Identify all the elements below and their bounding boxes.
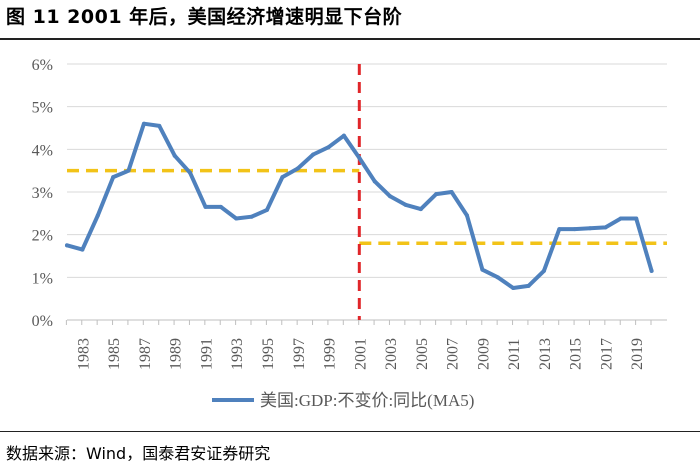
x-tick-label: 2005 bbox=[414, 338, 431, 370]
reference-lines bbox=[67, 64, 667, 320]
x-tick-label: 2017 bbox=[598, 338, 615, 370]
gdp-growth-chart: 0%1%2%3%4%5%6% 1983 1985 1987 1989 1991 1993 1… bbox=[32, 57, 667, 410]
y-tick-label: 0% bbox=[32, 313, 53, 330]
data-point[interactable] bbox=[111, 175, 116, 180]
data-point[interactable] bbox=[80, 247, 85, 252]
data-point[interactable] bbox=[618, 216, 623, 221]
data-point[interactable] bbox=[65, 243, 69, 248]
data-point[interactable] bbox=[141, 121, 146, 126]
x-tick-label: 1993 bbox=[229, 338, 246, 370]
data-point[interactable] bbox=[203, 204, 208, 209]
y-tick-label: 6% bbox=[32, 57, 53, 74]
data-point[interactable] bbox=[449, 190, 454, 194]
x-tick-label: 2003 bbox=[383, 338, 400, 370]
data-point[interactable] bbox=[572, 227, 577, 232]
x-axis: 1983 1985 1987 1989 1991 1993 1995 1997 1999 2001… bbox=[65, 319, 667, 370]
legend-label[interactable]: 美国:GDP:不变价:同比(MA5) bbox=[260, 391, 474, 410]
data-point[interactable] bbox=[557, 227, 562, 232]
y-tick-label: 1% bbox=[32, 270, 53, 287]
data-point[interactable] bbox=[434, 192, 439, 197]
data-point[interactable] bbox=[157, 123, 162, 128]
data-point[interactable] bbox=[295, 166, 300, 171]
x-tick-label: 2007 bbox=[445, 338, 462, 370]
x-tick-label: 2013 bbox=[537, 338, 554, 370]
series-lines bbox=[65, 121, 654, 290]
title-divider bbox=[0, 38, 700, 40]
x-tick-label: 1999 bbox=[322, 338, 339, 370]
data-point[interactable] bbox=[265, 207, 269, 212]
data-point[interactable] bbox=[326, 145, 331, 150]
data-point[interactable] bbox=[280, 175, 285, 180]
data-point[interactable] bbox=[357, 155, 362, 160]
data-point[interactable] bbox=[603, 225, 608, 230]
x-tick-label: 2001 bbox=[352, 338, 369, 370]
y-tick-label: 2% bbox=[32, 228, 53, 245]
x-tick-label: 1989 bbox=[168, 338, 185, 370]
figure-title: 图 11 2001 年后，美国经济增速明显下台阶 bbox=[6, 6, 403, 28]
data-point[interactable] bbox=[126, 168, 131, 173]
data-point[interactable] bbox=[634, 216, 639, 221]
y-tick-label: 4% bbox=[32, 142, 53, 159]
data-point[interactable] bbox=[649, 268, 654, 273]
gridlines bbox=[67, 63, 667, 278]
data-point[interactable] bbox=[511, 286, 516, 290]
data-point[interactable] bbox=[465, 213, 469, 218]
data-point[interactable] bbox=[172, 153, 177, 158]
data-point[interactable] bbox=[388, 194, 393, 199]
x-tick-label: 1983 bbox=[75, 338, 92, 370]
y-tick-label: 5% bbox=[32, 100, 53, 117]
source-divider bbox=[0, 431, 700, 432]
data-point[interactable] bbox=[372, 179, 377, 184]
data-point[interactable] bbox=[526, 283, 531, 288]
x-tick-label: 1997 bbox=[291, 338, 308, 370]
y-tick-label: 3% bbox=[32, 185, 53, 202]
data-point[interactable] bbox=[495, 275, 500, 280]
x-tick-label: 2015 bbox=[568, 338, 585, 370]
legend: 美国:GDP:不变价:同比(MA5) bbox=[212, 391, 474, 410]
data-point[interactable] bbox=[249, 214, 254, 219]
data-point[interactable] bbox=[188, 170, 193, 175]
data-point[interactable] bbox=[403, 202, 408, 207]
y-axis-tick-labels: 0% 1% 2% 3% 4% 5% 6% bbox=[32, 57, 53, 330]
x-tick-label: 1995 bbox=[260, 338, 277, 370]
x-tick-label: 2019 bbox=[629, 338, 646, 370]
data-point[interactable] bbox=[341, 133, 346, 138]
x-tick-label: 1985 bbox=[106, 338, 123, 370]
x-tick-label: 1987 bbox=[137, 338, 154, 370]
x-tick-label: 1991 bbox=[198, 338, 215, 370]
data-point[interactable] bbox=[588, 226, 593, 231]
x-tick-label: 2011 bbox=[506, 339, 523, 370]
data-point[interactable] bbox=[418, 207, 423, 212]
data-point[interactable] bbox=[480, 267, 485, 272]
data-point[interactable] bbox=[218, 204, 223, 209]
data-point[interactable] bbox=[234, 216, 239, 221]
data-point[interactable] bbox=[95, 213, 100, 218]
x-tick-label: 2009 bbox=[475, 338, 492, 370]
data-point[interactable] bbox=[541, 268, 546, 273]
data-source-note: 数据来源：Wind，国泰君安证券研究 bbox=[6, 444, 271, 463]
data-point[interactable] bbox=[311, 152, 316, 157]
